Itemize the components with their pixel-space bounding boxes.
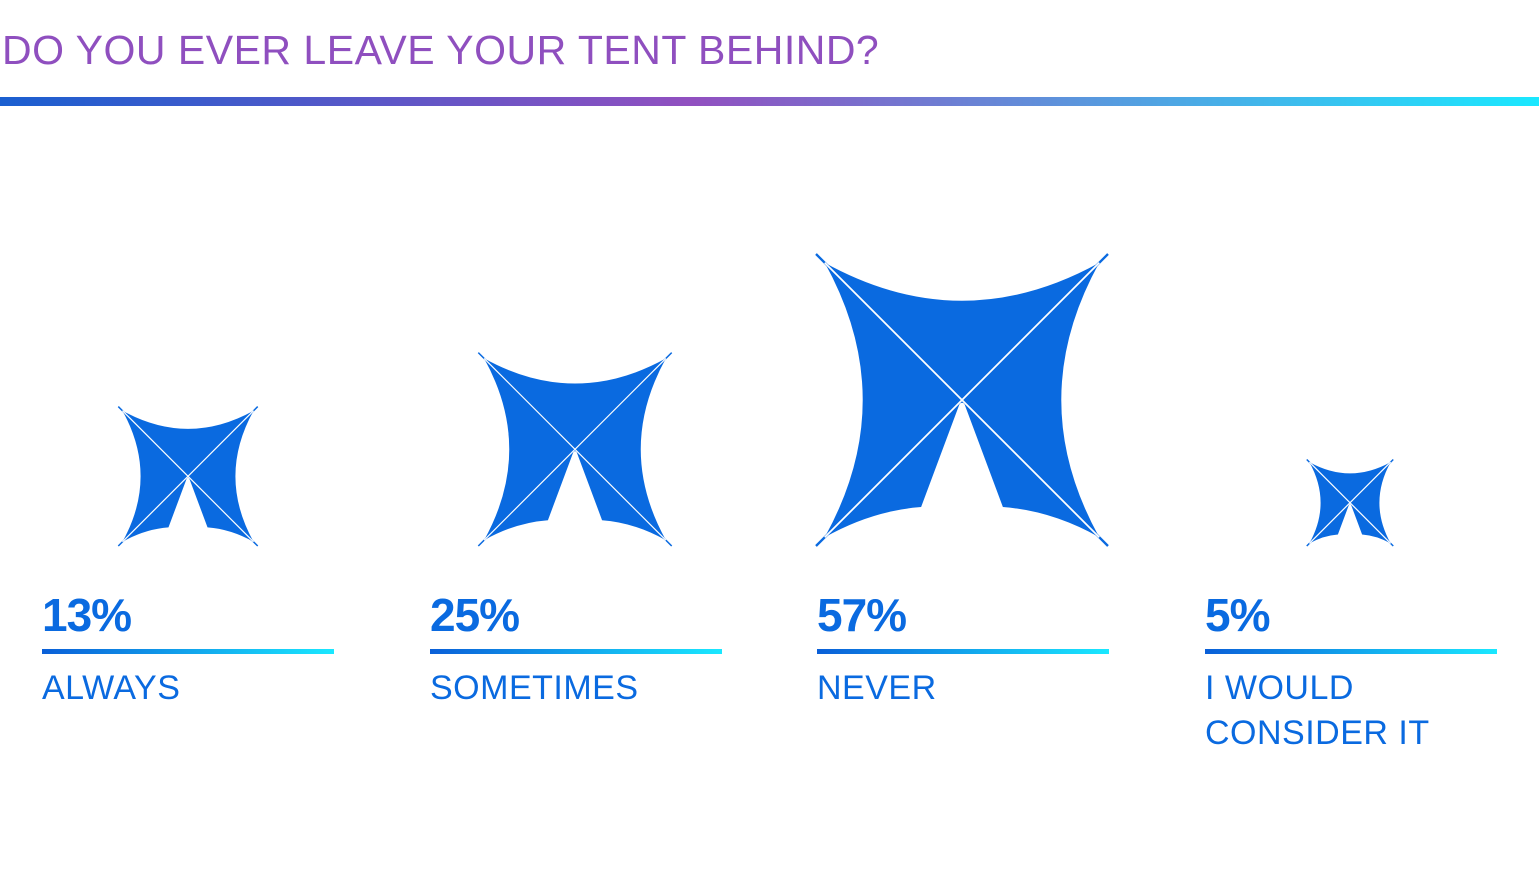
value-label: 25%: [430, 589, 520, 641]
value-label: 5%: [1205, 589, 1270, 641]
tent-seam-line: [483, 357, 667, 541]
tent-icon: [1306, 458, 1394, 547]
item-divider: [1205, 649, 1497, 654]
pictograph-item: 13% ALWAYS: [42, 0, 342, 886]
item-divider: [817, 649, 1109, 654]
pictograph-item: 25% SOMETIMES: [430, 0, 730, 886]
category-label: I WOULD CONSIDER IT: [1205, 669, 1430, 752]
value-label: 57%: [817, 589, 907, 641]
category-label: NEVER: [817, 669, 937, 707]
tent-icon: [477, 352, 673, 547]
category-label: SOMETIMES: [430, 669, 639, 707]
pictograph-item: 5% I WOULD CONSIDER IT: [1205, 0, 1505, 886]
tent-seam-line: [824, 262, 1100, 538]
tent-icon: [815, 253, 1109, 547]
pictograph-item: 57% NEVER: [817, 0, 1117, 886]
tent-icon: [117, 406, 259, 547]
item-divider: [42, 649, 334, 654]
item-divider: [430, 649, 722, 654]
tent-seam-line: [1308, 461, 1392, 544]
tent-seam-line: [122, 410, 254, 543]
title-divider: [0, 97, 1539, 106]
category-label: ALWAYS: [42, 669, 181, 707]
chart-title: DO YOU EVER LEAVE YOUR TENT BEHIND?: [2, 27, 880, 73]
value-label: 13%: [42, 589, 132, 641]
